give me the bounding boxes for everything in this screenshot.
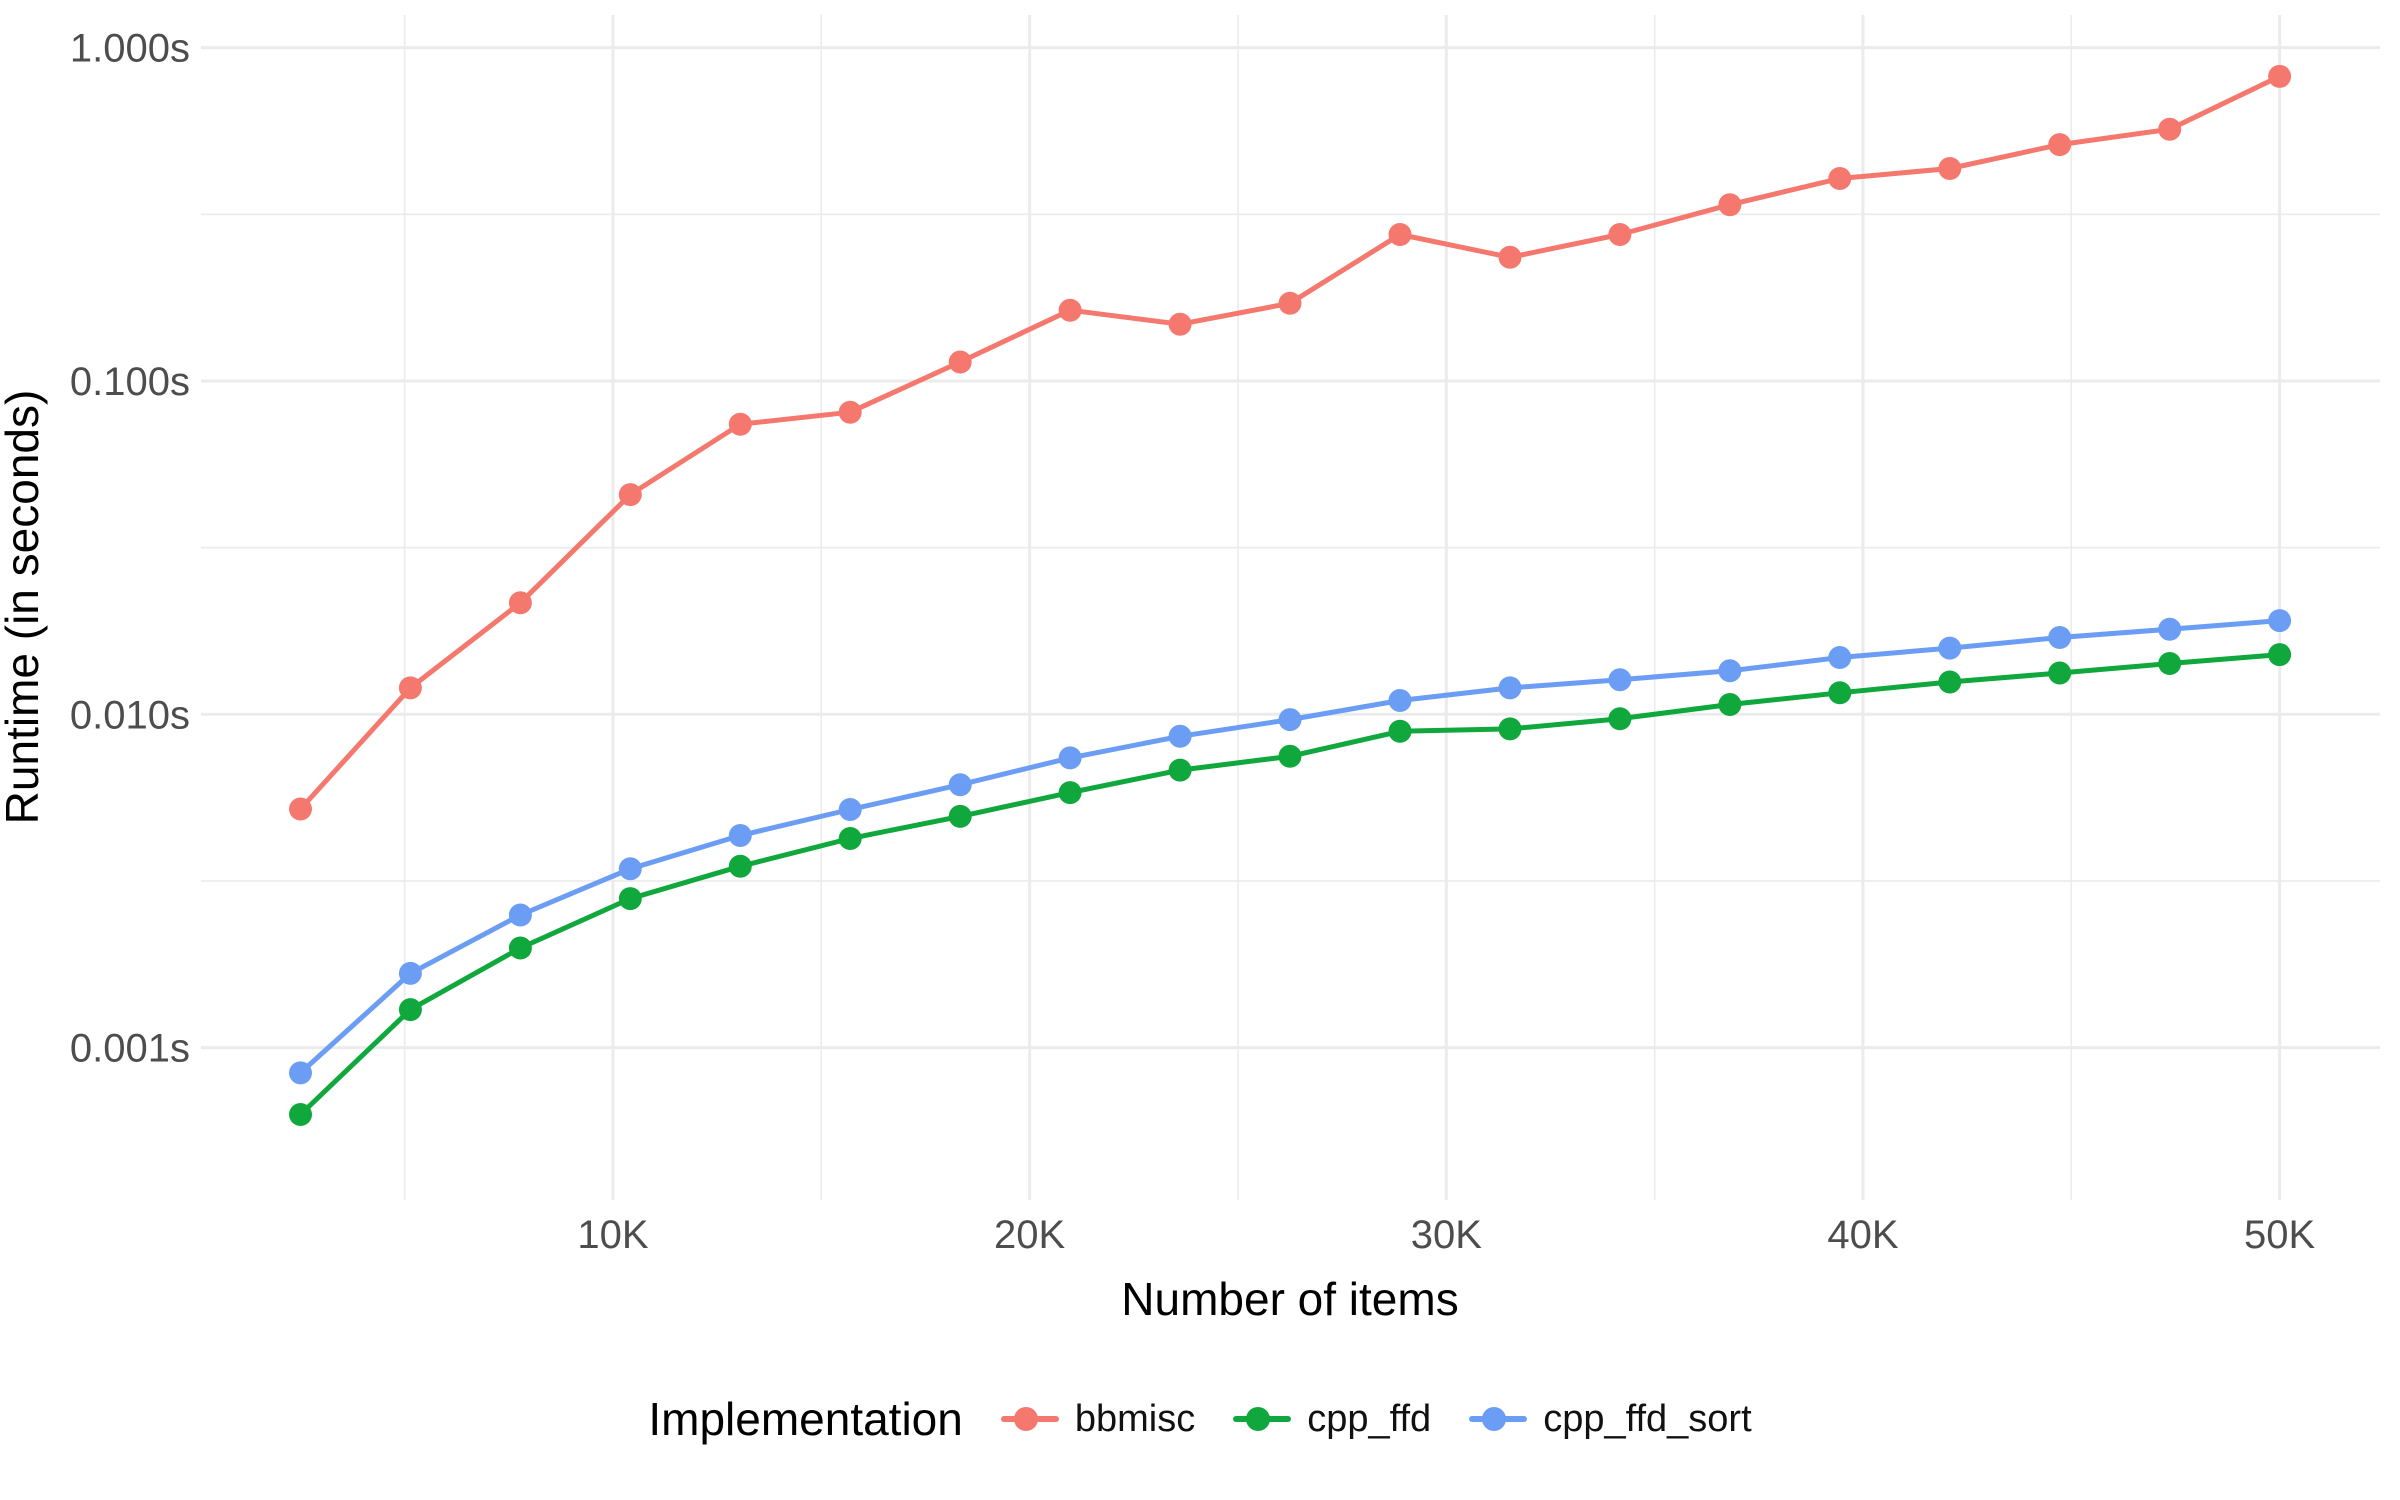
- data-point-bbmisc: [1168, 312, 1192, 336]
- data-point-cpp_ffd_sort: [1498, 676, 1522, 700]
- data-point-cpp_ffd: [1058, 781, 1082, 805]
- data-point-cpp_ffd_sort: [508, 903, 532, 927]
- x-tick-label: 30K: [1411, 1213, 1482, 1257]
- legend-key-dot: [1246, 1407, 1271, 1431]
- data-point-cpp_ffd_sort: [1388, 689, 1412, 712]
- data-point-cpp_ffd_sort: [2268, 609, 2292, 633]
- data-point-cpp_ffd: [1608, 707, 1632, 731]
- legend-label: cpp_ffd: [1307, 1397, 1432, 1440]
- data-point-cpp_ffd: [1388, 719, 1412, 743]
- data-point-bbmisc: [618, 483, 642, 507]
- data-point-bbmisc: [1278, 291, 1302, 315]
- data-point-bbmisc: [1828, 167, 1852, 190]
- data-point-bbmisc: [508, 591, 532, 615]
- data-point-cpp_ffd_sort: [728, 824, 752, 847]
- data-point-cpp_ffd: [2268, 643, 2292, 667]
- legend-key-dot: [1482, 1407, 1507, 1431]
- legend-label: bbmisc: [1074, 1397, 1196, 1440]
- data-point-cpp_ffd_sort: [618, 857, 642, 881]
- data-point-cpp_ffd: [1828, 681, 1852, 705]
- legend: Implementation bbmisc cpp_ffd cpp_ffd_so…: [0, 1392, 2400, 1446]
- x-axis-title: Number of items: [0, 1272, 2400, 1326]
- series-cpp_ffd_sort: [289, 609, 2292, 1085]
- data-point-cpp_ffd: [1718, 693, 1742, 716]
- data-point-cpp_ffd_sort: [1058, 746, 1082, 770]
- y-tick-label: 0.001s: [70, 1027, 190, 1071]
- data-point-cpp_ffd: [1278, 744, 1302, 768]
- legend-item-cpp-ffd: cpp_ffd: [1233, 1398, 1431, 1441]
- data-point-cpp_ffd_sort: [1608, 668, 1632, 692]
- y-axis-tick-labels: 1.000s 0.100s 0.010s 0.001s: [70, 27, 190, 1071]
- data-point-cpp_ffd_sort: [1718, 659, 1742, 683]
- data-point-bbmisc: [1718, 193, 1742, 217]
- data-point-bbmisc: [1608, 223, 1632, 246]
- data-point-bbmisc: [948, 350, 972, 374]
- x-tick-label: 50K: [2244, 1213, 2315, 1257]
- data-point-cpp_ffd: [728, 854, 752, 878]
- data-point-bbmisc: [728, 412, 752, 436]
- y-axis-title-text: Runtime (in seconds): [0, 389, 48, 825]
- x-axis-tick-labels: 10K 20K 30K 40K 50K: [577, 1213, 2315, 1257]
- legend-label: cpp_ffd_sort: [1543, 1397, 1752, 1440]
- y-tick-label: 0.100s: [70, 360, 190, 404]
- data-point-bbmisc: [1938, 157, 1962, 180]
- data-point-bbmisc: [1058, 298, 1082, 322]
- data-point-cpp_ffd: [2158, 652, 2182, 675]
- data-point-cpp_ffd: [618, 887, 642, 911]
- data-point-bbmisc: [289, 797, 312, 821]
- series-line-bbmisc: [298, 73, 2283, 812]
- data-point-cpp_ffd_sort: [948, 773, 972, 797]
- data-point-cpp_ffd_sort: [2158, 617, 2182, 641]
- y-tick-label: 0.010s: [70, 693, 190, 737]
- data-point-cpp_ffd_sort: [838, 798, 862, 821]
- series-line-cpp_ffd_sort: [298, 618, 2283, 1076]
- data-point-cpp_ffd_sort: [398, 961, 422, 985]
- data-point-cpp_ffd: [1938, 670, 1962, 694]
- legend-key-dot: [1013, 1407, 1038, 1431]
- legend-key-cpp-ffd-icon: [1233, 1403, 1292, 1435]
- legend-item-cpp-ffd-sort: cpp_ffd_sort: [1469, 1397, 1752, 1441]
- data-point-cpp_ffd: [1498, 717, 1522, 741]
- data-point-cpp_ffd: [838, 827, 862, 850]
- gridlines: [201, 15, 2380, 1200]
- data-point-cpp_ffd: [508, 936, 532, 960]
- x-tick-label: 20K: [994, 1213, 1065, 1257]
- data-point-cpp_ffd: [398, 998, 422, 1022]
- x-tick-label: 10K: [577, 1213, 648, 1257]
- data-point-cpp_ffd_sort: [1168, 724, 1192, 748]
- data-point-bbmisc: [398, 676, 422, 700]
- data-point-bbmisc: [1388, 223, 1412, 246]
- x-axis-title-text: Number of items: [1121, 1273, 1459, 1325]
- legend-key-bbmisc-icon: [1000, 1403, 1059, 1435]
- data-point-bbmisc: [1498, 245, 1522, 269]
- data-point-cpp_ffd: [948, 804, 972, 828]
- data-point-bbmisc: [2268, 64, 2292, 88]
- data-point-bbmisc: [838, 400, 862, 424]
- legend-title: Implementation: [648, 1393, 963, 1445]
- data-point-cpp_ffd_sort: [1938, 636, 1962, 660]
- x-tick-label: 40K: [1827, 1213, 1898, 1257]
- series-bbmisc: [289, 64, 2292, 821]
- data-point-cpp_ffd_sort: [1828, 646, 1852, 669]
- y-tick-label: 1.000s: [70, 27, 190, 71]
- data-point-cpp_ffd: [1168, 758, 1192, 782]
- data-point-cpp_ffd: [2048, 661, 2072, 685]
- data-point-bbmisc: [2048, 133, 2072, 157]
- legend-key-cpp-ffd-sort-icon: [1469, 1403, 1528, 1435]
- data-point-cpp_ffd: [289, 1103, 312, 1126]
- series-cpp_ffd: [289, 643, 2292, 1126]
- data-point-cpp_ffd_sort: [1278, 708, 1302, 732]
- data-point-cpp_ffd_sort: [2048, 626, 2072, 649]
- legend-item-bbmisc: bbmisc: [1000, 1397, 1196, 1441]
- data-point-bbmisc: [2158, 117, 2182, 141]
- y-axis-title: Runtime (in seconds): [0, 390, 49, 825]
- data-point-cpp_ffd_sort: [289, 1061, 312, 1085]
